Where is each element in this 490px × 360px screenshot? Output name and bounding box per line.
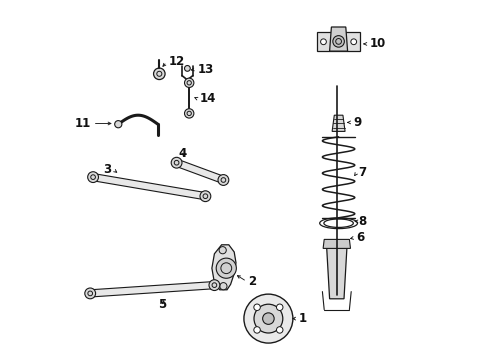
Circle shape (216, 258, 236, 278)
Circle shape (209, 280, 220, 291)
Polygon shape (323, 239, 350, 248)
Text: 5: 5 (158, 298, 166, 311)
Circle shape (200, 191, 211, 202)
Circle shape (185, 109, 194, 118)
Polygon shape (93, 174, 206, 200)
Circle shape (254, 304, 283, 333)
Text: 6: 6 (357, 231, 365, 244)
Circle shape (276, 304, 283, 311)
Circle shape (220, 283, 227, 290)
Text: 8: 8 (358, 215, 367, 228)
Circle shape (263, 313, 274, 324)
Polygon shape (317, 32, 360, 51)
Text: 11: 11 (74, 117, 91, 130)
Text: 14: 14 (200, 93, 217, 105)
Polygon shape (175, 159, 224, 183)
Circle shape (351, 39, 357, 45)
Polygon shape (90, 282, 215, 297)
Circle shape (320, 39, 326, 45)
Circle shape (276, 327, 283, 333)
Text: 7: 7 (358, 166, 367, 179)
Polygon shape (330, 27, 347, 51)
Circle shape (185, 66, 190, 71)
Polygon shape (212, 245, 236, 290)
Text: 4: 4 (178, 147, 187, 159)
Circle shape (153, 68, 165, 80)
Text: 9: 9 (353, 116, 361, 129)
Circle shape (244, 294, 293, 343)
Text: 1: 1 (299, 312, 307, 325)
Text: 13: 13 (197, 63, 214, 76)
Circle shape (218, 175, 229, 185)
Polygon shape (332, 115, 345, 131)
Circle shape (171, 157, 182, 168)
Circle shape (254, 304, 260, 311)
Text: 3: 3 (104, 163, 112, 176)
Circle shape (219, 247, 226, 254)
Polygon shape (327, 248, 347, 299)
Circle shape (333, 36, 344, 47)
Circle shape (185, 78, 194, 87)
Circle shape (88, 172, 98, 183)
Circle shape (254, 327, 260, 333)
Text: 2: 2 (248, 275, 257, 288)
Text: 10: 10 (369, 37, 386, 50)
Circle shape (85, 288, 96, 299)
Circle shape (115, 121, 122, 128)
Text: 12: 12 (169, 55, 185, 68)
